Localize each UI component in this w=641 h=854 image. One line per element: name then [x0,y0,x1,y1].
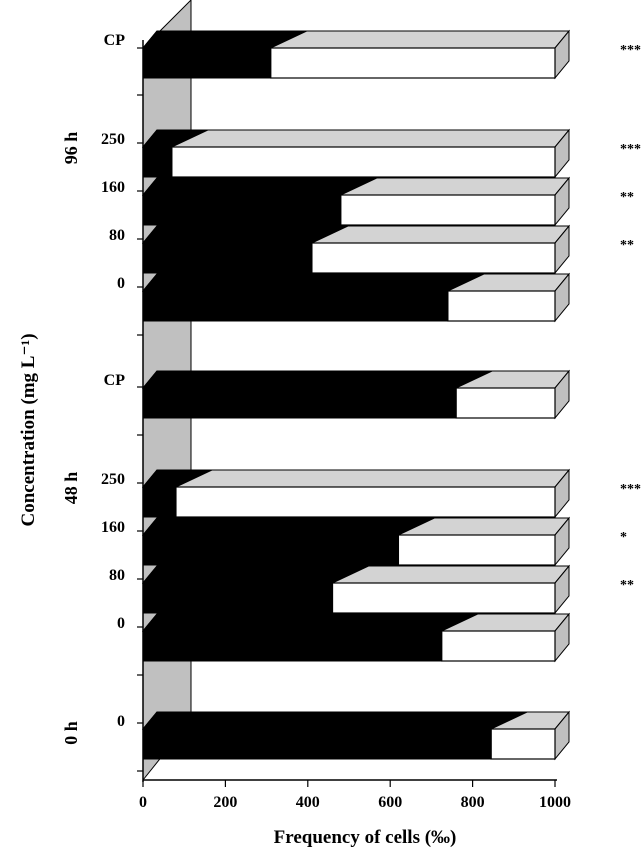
group-label: 48 h [61,472,81,505]
group-label: 96 h [61,132,81,165]
bar-top-face-lower [141,517,435,536]
category-label: 0 [117,275,125,292]
bar-segment-upper [171,146,556,178]
bar-segment-lower [142,47,272,79]
bar-segment-upper [441,630,556,662]
category-label: 80 [109,567,125,584]
bar-segment-lower [142,534,399,566]
bar-segment-upper [490,728,556,760]
bar-segment-upper [331,582,556,614]
bar-segment-upper [455,387,556,419]
bar-segment-upper [175,486,556,518]
bar-segment-upper [311,242,556,274]
x-tick-label: 600 [378,794,402,811]
bar-top-face-lower [141,177,377,196]
bars-layer [141,29,571,761]
bar-segment-lower [142,242,313,274]
x-tick-label: 200 [213,794,237,811]
bar-segment-lower [142,582,334,614]
bar-segment-lower [142,146,173,178]
bar-top-face-lower [141,225,349,244]
x-tick-label: 400 [296,794,320,811]
x-tick-label: 800 [461,794,485,811]
category-label: 250 [101,131,125,148]
significance-label: * [620,530,627,545]
axes-layer [137,40,557,787]
bar-segment-lower [142,486,177,518]
category-label: 160 [101,179,125,196]
bar-segment-lower [142,387,457,419]
bar-segment-upper [340,194,556,226]
bar-top-face-lower [141,273,485,292]
bar-segment-upper [270,47,556,79]
category-label: 160 [101,519,125,536]
bar-segment-lower [142,290,449,322]
significance-label: *** [620,43,641,58]
x-tick-label: 1000 [539,794,571,811]
significance-label: ** [620,578,634,593]
bar-top-face [141,129,571,148]
bar-top-face-lower [141,565,369,584]
x-tick-label: 0 [139,794,147,811]
category-label: 0 [117,713,125,730]
x-axis-title: Frequency of cells (‰) [274,827,457,848]
category-label: CP [104,372,126,389]
significance-label: *** [620,142,641,157]
labels-layer: 96 hCP***300250***160**80**048 hCP300250… [61,32,641,811]
bar-segment-lower [142,728,492,760]
bar-top-face-lower [141,711,528,730]
category-label: 250 [101,471,125,488]
significance-label: ** [620,190,634,205]
significance-label: *** [620,482,641,497]
bar-top-face-lower [141,613,478,632]
bar-top-face-lower [141,370,493,389]
category-label: CP [104,32,126,49]
category-label: 0 [117,615,125,632]
bar-segment-upper [447,290,556,322]
category-label: 80 [109,227,125,244]
y-axis-title: Concentration (mg L⁻¹) [18,333,39,526]
group-label: 0 h [61,721,81,745]
significance-label: ** [620,238,634,253]
bar-segment-lower [142,194,342,226]
bar-segment-lower [142,630,443,662]
bar-segment-upper [397,534,556,566]
